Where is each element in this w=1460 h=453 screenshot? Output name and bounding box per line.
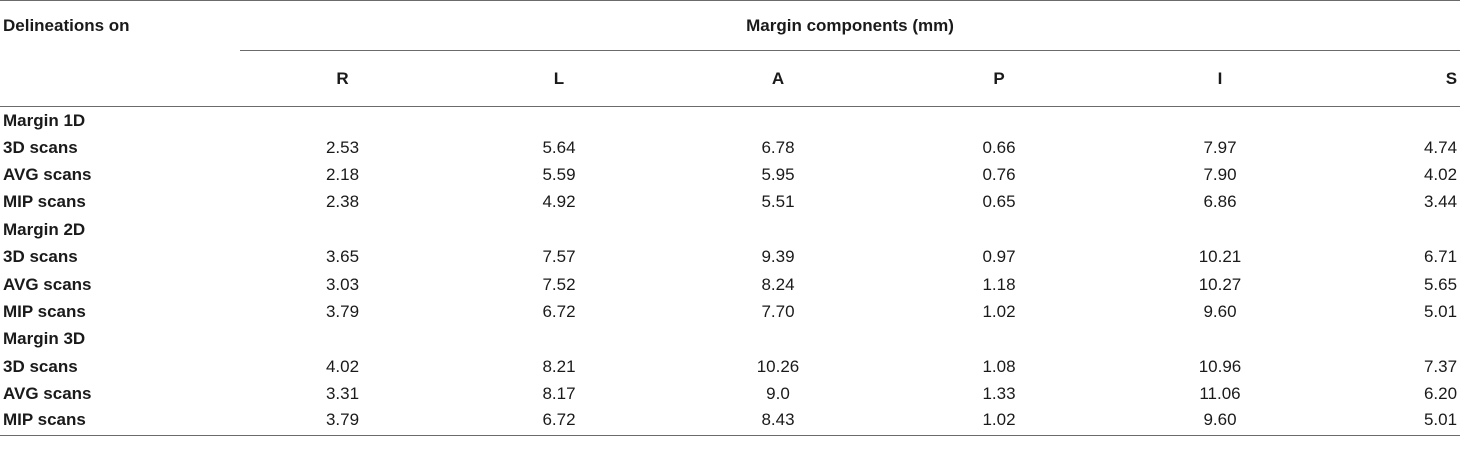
cell-a: 9.0 <box>766 384 790 404</box>
row-label: MIP scans <box>0 407 240 436</box>
cell-p: 0.65 <box>982 192 1016 212</box>
cell-l: 6.72 <box>445 407 673 436</box>
cell-r: 3.03 <box>325 274 360 294</box>
cell-a: 5.51 <box>761 192 795 212</box>
cell-r: 3.31 <box>325 384 360 404</box>
row-label: AVG scans <box>3 384 92 404</box>
cell-i: 9.60 <box>1115 407 1325 436</box>
cell-s: 3.44 <box>1423 192 1458 212</box>
empty-header-cell <box>0 50 240 107</box>
row-label: 3D scans <box>3 137 78 157</box>
cell-i: 11.06 <box>1199 384 1241 404</box>
cell-i: 10.96 <box>1198 356 1242 376</box>
cell-l: 5.59 <box>542 164 576 184</box>
cell-l: 4.92 <box>542 192 576 212</box>
table-row: 3D scans 4.02 8.21 10.26 1.08 10.96 7.37 <box>0 353 1460 380</box>
column-header-s: S <box>1325 50 1460 107</box>
table-row: AVG scans 3.03 7.52 8.24 1.18 10.27 5.65 <box>0 271 1460 298</box>
cell-s: 4.02 <box>1423 164 1458 184</box>
row-label: MIP scans <box>3 192 86 212</box>
row-label: 3D scans <box>3 247 78 267</box>
table-row: MIP scans 3.79 6.72 7.70 1.02 9.60 5.01 <box>0 298 1460 325</box>
cell-a: 6.78 <box>761 137 795 157</box>
cell-i: 6.86 <box>1203 192 1237 212</box>
cell-r: 4.02 <box>325 356 360 376</box>
cell-a: 9.39 <box>761 247 795 267</box>
row-label: AVG scans <box>3 164 92 184</box>
table-row: 3D scans 2.53 5.64 6.78 0.66 7.97 4.74 <box>0 134 1460 161</box>
cell-p: 0.66 <box>982 137 1016 157</box>
cell-p: 1.18 <box>982 274 1016 294</box>
cell-r: 3.65 <box>325 247 360 267</box>
cell-s: 6.71 <box>1423 247 1458 267</box>
cell-a: 5.95 <box>761 164 795 184</box>
cell-r: 2.38 <box>325 192 360 212</box>
group-header: Margin components (mm) <box>240 0 1460 51</box>
column-header-r: R <box>240 50 445 107</box>
column-header-p: P <box>883 50 1115 107</box>
cell-l: 8.17 <box>542 384 576 404</box>
column-header-i: I <box>1115 50 1325 107</box>
cell-r: 2.18 <box>325 164 360 184</box>
cell-s: 7.37 <box>1423 356 1458 376</box>
group-title-row: Margin 3D <box>0 326 1460 353</box>
group-title: Margin 1D <box>3 111 86 131</box>
cell-l: 6.72 <box>542 301 576 321</box>
row-label: 3D scans <box>3 356 78 376</box>
table-body: Margin 1D 3D scans 2.53 5.64 6.78 0.66 7… <box>0 107 1460 436</box>
cell-p: 0.76 <box>982 164 1016 184</box>
cell-a: 7.70 <box>761 301 795 321</box>
row-label: MIP scans <box>3 301 86 321</box>
cell-i: 7.90 <box>1203 164 1237 184</box>
cell-a: 8.43 <box>673 407 883 436</box>
cell-l: 8.21 <box>542 356 576 376</box>
cell-p: 1.02 <box>883 407 1115 436</box>
cell-p: 1.02 <box>982 301 1016 321</box>
table-row: AVG scans 3.31 8.17 9.0 1.33 11.06 6.20 <box>0 380 1460 407</box>
group-title: Margin 2D <box>3 219 86 239</box>
column-header-a: A <box>673 50 883 107</box>
cell-l: 7.52 <box>542 274 576 294</box>
header-row-group: Delineations on Margin components (mm) <box>0 0 1460 51</box>
cell-r: 3.79 <box>325 301 360 321</box>
cell-a: 10.26 <box>756 356 800 376</box>
cell-s: 5.01 <box>1325 407 1460 436</box>
row-label: AVG scans <box>3 274 92 294</box>
table-row: MIP scans 3.79 6.72 8.43 1.02 9.60 5.01 <box>0 407 1460 436</box>
cell-i: 10.27 <box>1198 274 1242 294</box>
cell-s: 4.74 <box>1423 137 1458 157</box>
group-title-row: Margin 2D <box>0 216 1460 243</box>
table-row: AVG scans 2.18 5.59 5.95 0.76 7.90 4.02 <box>0 161 1460 188</box>
table-header: Delineations on Margin components (mm) R… <box>0 0 1460 107</box>
group-title-row: Margin 1D <box>0 107 1460 134</box>
cell-r: 3.79 <box>240 407 445 436</box>
header-row-columns: R L A P I S <box>0 50 1460 107</box>
table-row: 3D scans 3.65 7.57 9.39 0.97 10.21 6.71 <box>0 243 1460 270</box>
cell-s: 6.20 <box>1423 384 1458 404</box>
column-header-l: L <box>445 50 673 107</box>
cell-s: 5.01 <box>1423 301 1458 321</box>
cell-i: 10.21 <box>1198 247 1242 267</box>
cell-p: 1.08 <box>982 356 1016 376</box>
cell-l: 7.57 <box>542 247 576 267</box>
cell-s: 5.65 <box>1423 274 1458 294</box>
group-title: Margin 3D <box>3 329 86 349</box>
cell-i: 7.97 <box>1203 137 1237 157</box>
cell-r: 2.53 <box>325 137 360 157</box>
cell-a: 8.24 <box>761 274 795 294</box>
cell-p: 1.33 <box>982 384 1016 404</box>
cell-l: 5.64 <box>542 137 576 157</box>
cell-p: 0.97 <box>982 247 1016 267</box>
row-label-header: Delineations on <box>0 0 240 51</box>
cell-i: 9.60 <box>1203 301 1237 321</box>
margin-components-table: Delineations on Margin components (mm) R… <box>0 0 1460 436</box>
table-row: MIP scans 2.38 4.92 5.51 0.65 6.86 3.44 <box>0 189 1460 216</box>
